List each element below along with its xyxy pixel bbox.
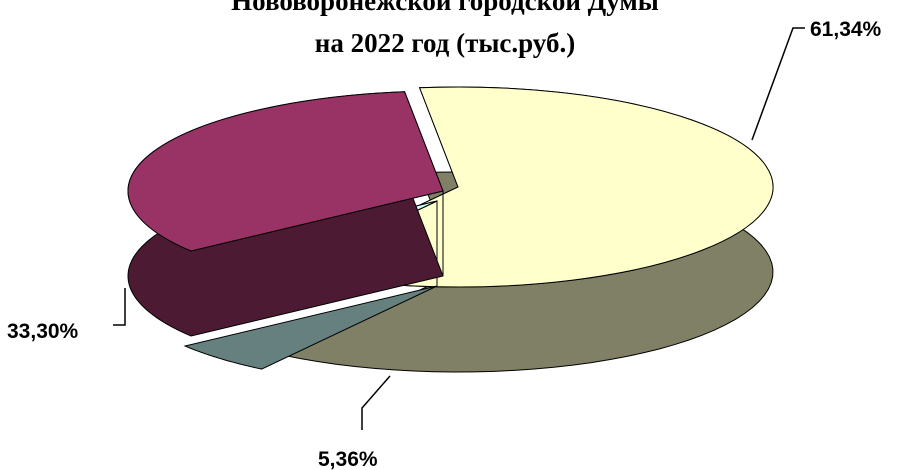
chart-title-line-2: на 2022 год (тыс.руб.) — [315, 28, 575, 58]
data-labels: 61,34% 5,36% 33,30% — [7, 18, 882, 470]
chart-title: Нововоронежской городской Думы на 2022 г… — [231, 0, 659, 58]
pie-slice-3 — [127, 91, 444, 337]
leader-line-1 — [751, 27, 805, 141]
pie-slices — [127, 86, 774, 373]
data-label-3: 33,30% — [7, 320, 79, 343]
pie-slice-3-top — [127, 91, 444, 252]
data-label-2: 5,36% — [318, 448, 378, 470]
data-label-1: 61,34% — [810, 18, 882, 41]
chart-title-line-1: Нововоронежской городской Думы — [231, 0, 659, 16]
leader-line-2 — [361, 375, 391, 430]
leader-line-3 — [113, 288, 126, 326]
